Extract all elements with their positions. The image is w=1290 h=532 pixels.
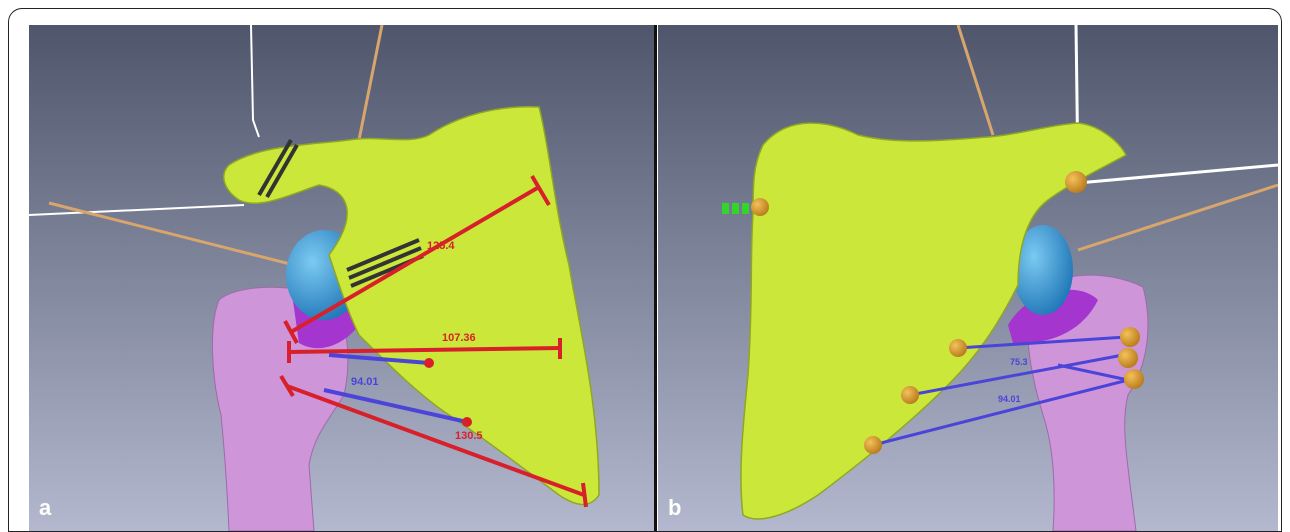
marker	[1065, 171, 1087, 193]
marker	[462, 417, 472, 427]
panel-label-b: b	[668, 495, 682, 520]
marker	[751, 198, 769, 216]
panel-b-render: 75.3 94.01	[658, 25, 1278, 531]
scapula	[740, 122, 1128, 520]
measure-line-2	[288, 346, 561, 354]
panel-divider	[654, 25, 657, 531]
figure-frame: 125.4 107.36 94.01 130.5 a	[8, 8, 1282, 532]
glenoid-sphere	[1013, 225, 1073, 315]
humerus	[1027, 274, 1149, 531]
panel-a: 125.4 107.36 94.01 130.5 a	[29, 25, 655, 531]
marker	[864, 436, 882, 454]
measure-line-3	[286, 384, 585, 497]
marker	[949, 339, 967, 357]
measure-label-4: 130.5	[455, 430, 483, 442]
marker	[1118, 348, 1138, 368]
marker	[1124, 369, 1144, 389]
marker	[1120, 327, 1140, 347]
green-marker	[722, 203, 749, 214]
measure-label-2: 94.01	[998, 394, 1021, 404]
markers	[751, 171, 1144, 454]
measure-label-1: 125.4	[427, 240, 455, 252]
blue-measures	[323, 353, 468, 424]
axis-line	[1077, 163, 1278, 185]
blue-measures	[872, 335, 1129, 447]
pins	[257, 138, 424, 288]
axis-line	[250, 25, 260, 138]
red-measures	[279, 174, 588, 508]
measure-label-3: 94.01	[351, 376, 379, 388]
measure-label-1: 75.3	[1010, 357, 1028, 367]
panel-label-a: a	[39, 495, 52, 520]
panel-b: 75.3 94.01 b	[658, 25, 1278, 531]
measure-label-2: 107.36	[442, 332, 476, 344]
marker	[901, 386, 919, 404]
rod	[1077, 183, 1278, 252]
marker	[424, 358, 434, 368]
measure-line-1	[289, 185, 541, 334]
panel-a-render: 125.4 107.36 94.01 130.5	[29, 25, 655, 531]
rod	[48, 201, 295, 267]
rod	[956, 25, 995, 136]
axis-line	[29, 204, 245, 216]
